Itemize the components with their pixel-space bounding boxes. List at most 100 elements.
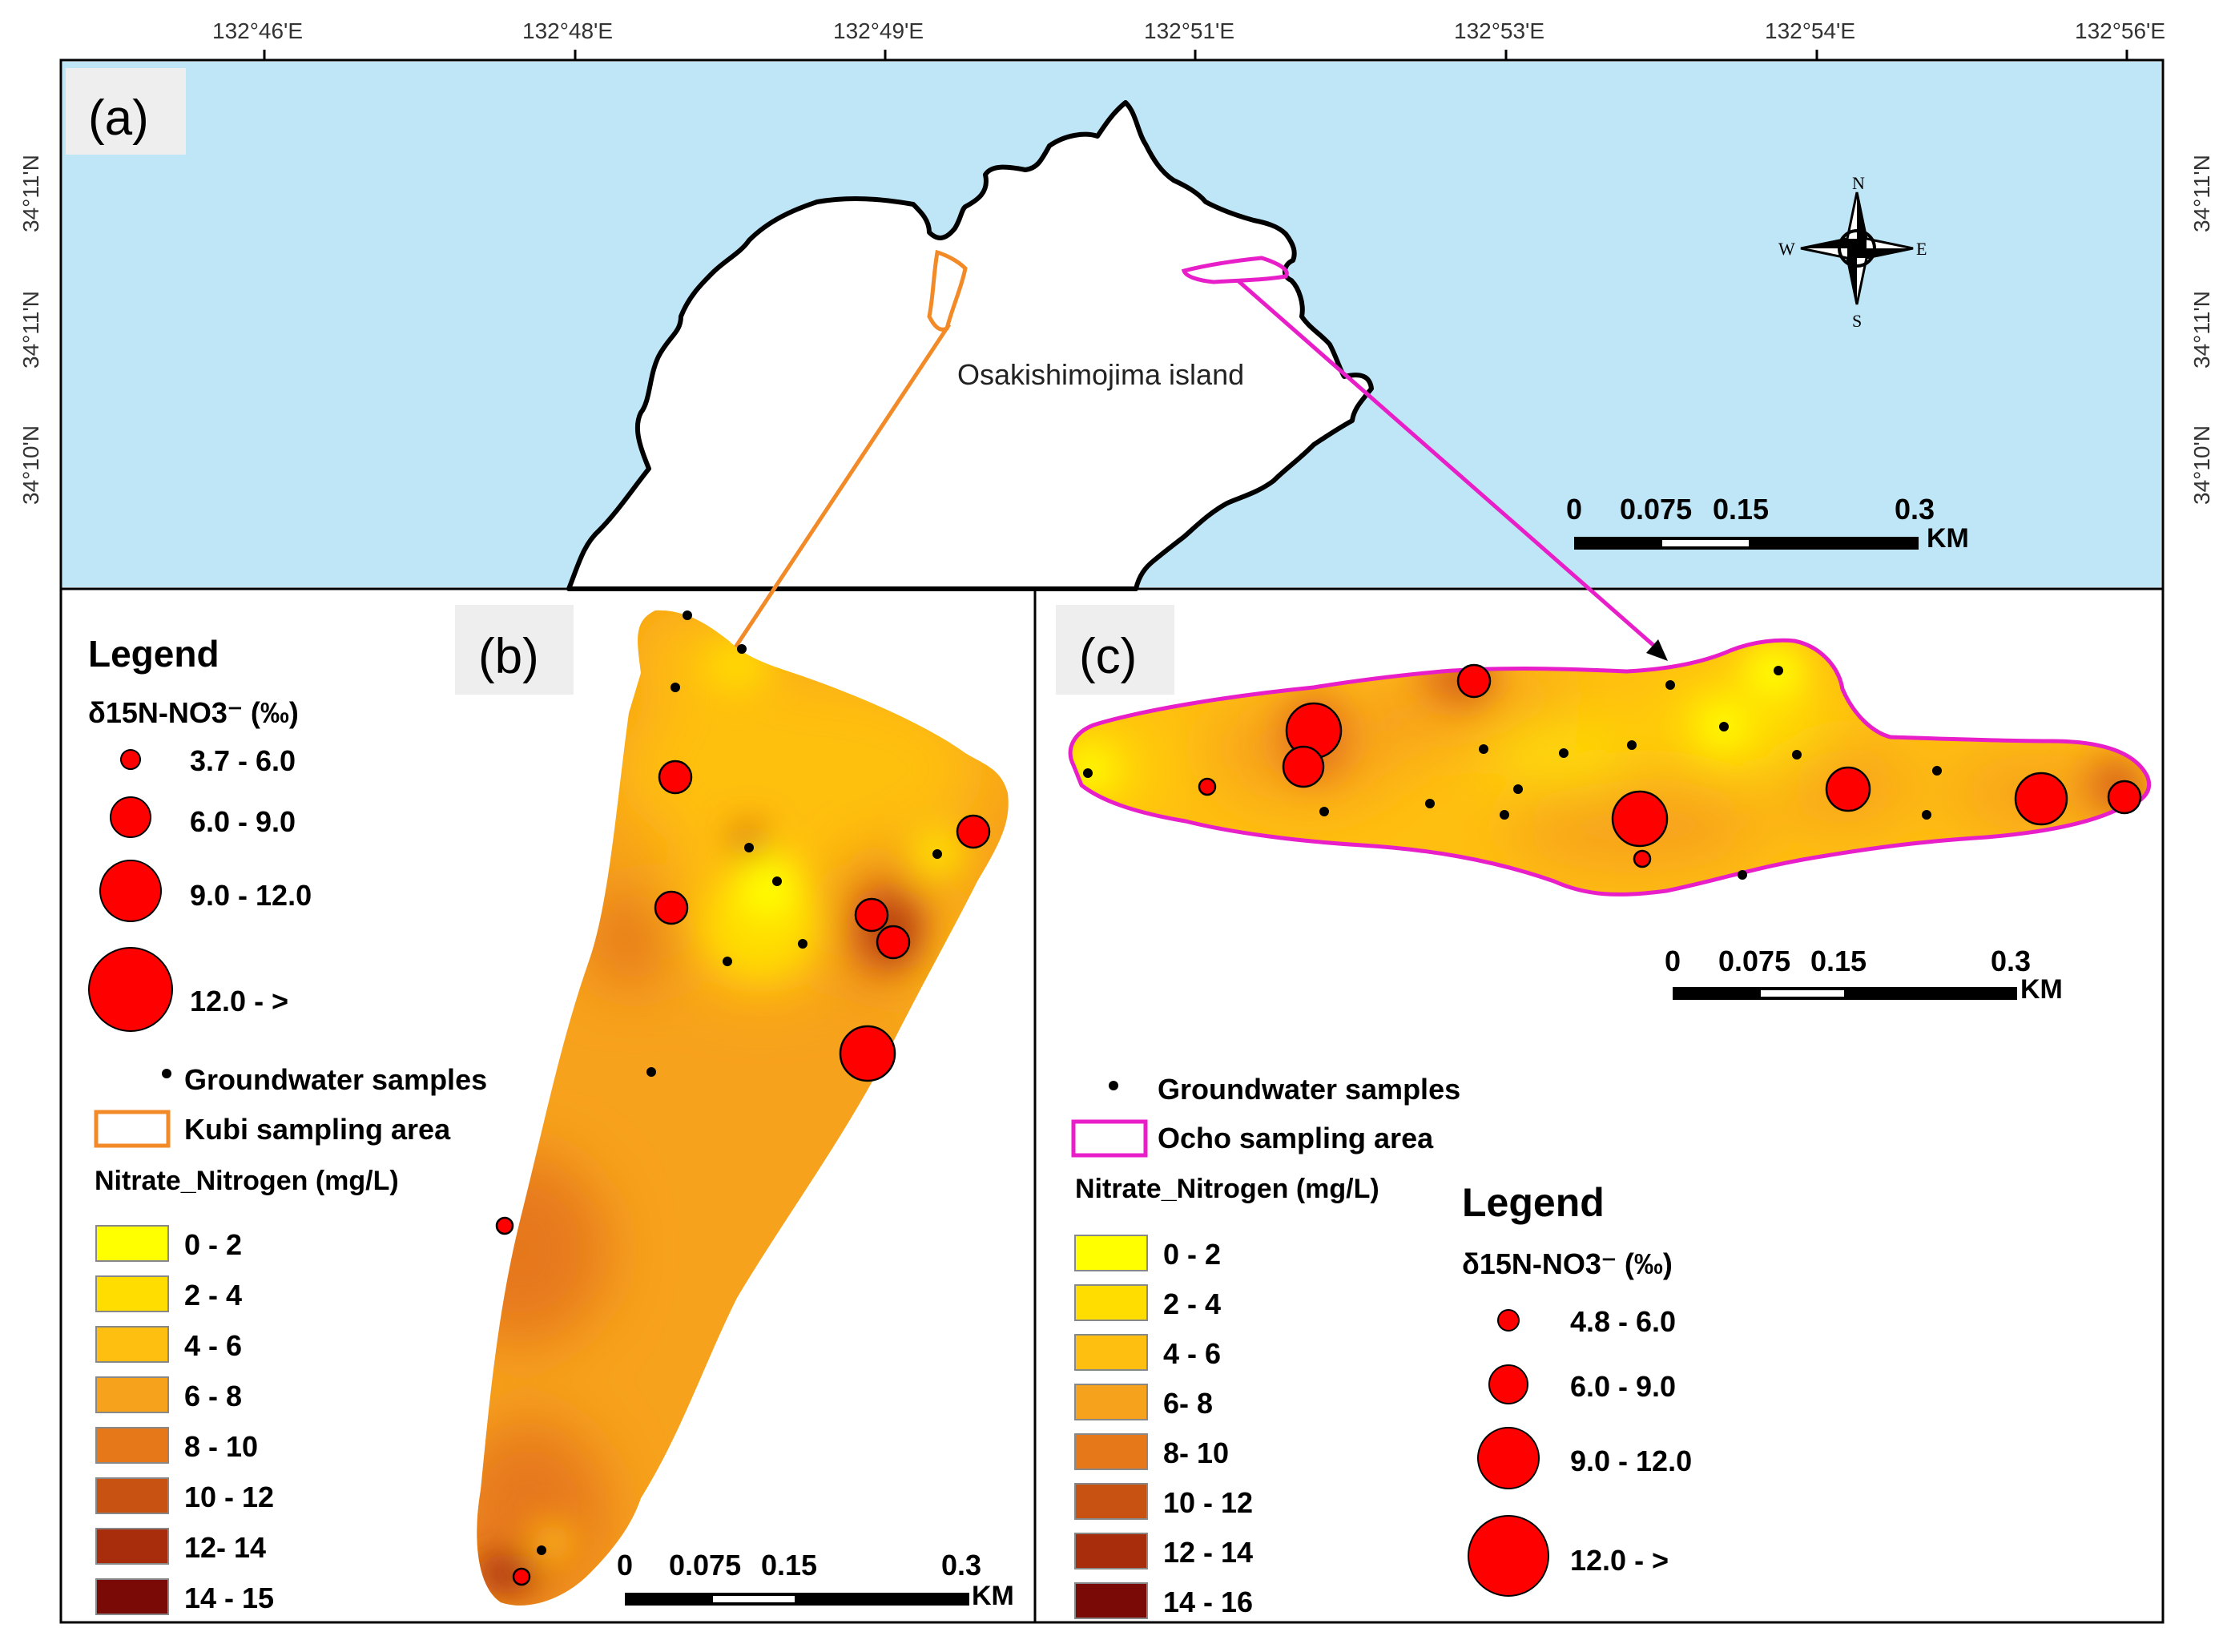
kubi-area-label: Kubi sampling area: [184, 1113, 451, 1146]
groundwater-sample-b-5: [772, 876, 782, 886]
d15n-site-c-7: [1825, 766, 1871, 812]
nitrate-class-c-swatch-5: [1074, 1433, 1148, 1470]
kubi-d15n-circles: [495, 760, 991, 1586]
scale-bar-a: 0 0.075 0.15 0.3 KM: [1566, 493, 1969, 554]
nitrate-class-c-label-8: 14 - 16: [1163, 1586, 1253, 1618]
north-arrow-icon: N S E W: [1778, 173, 1927, 331]
d15n-site-c-2: [1456, 663, 1492, 699]
svg-text:34°10'N: 34°10'N: [18, 425, 43, 505]
groundwater-sample-b-10: [537, 1545, 546, 1555]
d15n-site-b-8: [512, 1567, 531, 1586]
nitrate-class-b-label-3: 4 - 6: [184, 1329, 242, 1362]
d15n-site-c-6: [1633, 849, 1652, 868]
d15n-site-b-1: [658, 760, 693, 795]
nitrate-class-c-swatch-3: [1074, 1334, 1148, 1371]
d15n-site-c-9: [2107, 780, 2142, 815]
nitrate-class-b-label-1: 0 - 2: [184, 1228, 242, 1261]
ocho-connector-line: [1236, 279, 1664, 655]
nitrate-class-b-swatch-6: [95, 1477, 169, 1514]
nitrate-class-b-swatch-8: [95, 1578, 169, 1615]
svg-text:S: S: [1852, 311, 1862, 331]
svg-text:132°46'E: 132°46'E: [212, 18, 303, 43]
groundwater-sample-c-7: [1559, 748, 1569, 758]
d15n-symbol-b-1: [120, 749, 141, 770]
d15n-site-b-2: [654, 890, 689, 925]
nitrate-class-b-label-4: 6 - 8: [184, 1380, 242, 1412]
d15n-site-c-1: [1198, 777, 1217, 796]
right-axis-labels: 34°11'N 34°11'N 34°10'N: [2189, 155, 2214, 505]
groundwater-sample-b-9: [646, 1067, 656, 1077]
groundwater-sample-c-4: [1479, 744, 1488, 754]
ocho-d15n-circles: [1198, 663, 2142, 868]
d15n-site-b-6: [839, 1025, 896, 1082]
nitrate-class-b-swatch-7: [95, 1528, 169, 1565]
d15n-symbol-b-4: [88, 947, 173, 1032]
nitrate-title-c: Nitrate_Nitrogen (mg/L): [1075, 1174, 1379, 1204]
groundwater-sample-c-13: [1738, 870, 1747, 880]
panel-b-tag-bg: [455, 605, 574, 695]
groundwater-sample-c-10: [1719, 722, 1729, 731]
nitrate-class-b-label-8: 14 - 15: [184, 1581, 274, 1614]
kubi-area-symbol: [94, 1110, 171, 1148]
svg-text:0: 0: [617, 1549, 633, 1581]
d15n-class-c-2: 6.0 - 9.0: [1570, 1370, 1676, 1403]
panel-c-tag: (c): [1079, 629, 1137, 684]
osakishimojima-island: [566, 100, 1374, 591]
d15n-class-c-4: 12.0 - >: [1570, 1544, 1669, 1577]
nitrate-class-c-label-6: 10 - 12: [1163, 1486, 1253, 1519]
ocho-area-symbol: [1071, 1119, 1148, 1158]
d15n-class-b-2: 6.0 - 9.0: [190, 805, 296, 838]
d15n-class-c-3: 9.0 - 12.0: [1570, 1444, 1692, 1477]
nitrate-class-c-label-1: 0 - 2: [1163, 1238, 1221, 1271]
nitrate-class-c-swatch-4: [1074, 1384, 1148, 1420]
groundwater-sample-b-4: [744, 843, 754, 852]
panel-a-tag: (a): [88, 91, 149, 146]
groundwater-sample-c-14: [1922, 810, 1931, 820]
d15n-symbol-c-3: [1477, 1427, 1540, 1489]
d15n-site-b-4: [854, 897, 889, 933]
svg-text:0.075: 0.075: [1718, 945, 1790, 977]
nitrate-class-c-label-7: 12 - 14: [1163, 1536, 1253, 1569]
ocho-arrowhead: [1646, 639, 1668, 661]
top-axis-ticks: [263, 50, 2128, 60]
d15n-site-c-5: [1611, 790, 1669, 848]
d15n-class-b-4: 12.0 - >: [190, 985, 288, 1017]
panel-c-legend: Groundwater samples Ocho sampling area N…: [1071, 1073, 1692, 1619]
svg-text:0.15: 0.15: [1810, 945, 1867, 977]
nitrate-class-c-label-2: 2 - 4: [1163, 1287, 1221, 1320]
groundwater-sample-c-5: [1500, 810, 1509, 820]
island-label: Osakishimojima island: [957, 358, 1244, 391]
panel-c-tag-bg: [1056, 605, 1174, 695]
nitrate-class-c-swatch-6: [1074, 1483, 1148, 1520]
svg-text:132°49'E: 132°49'E: [833, 18, 924, 43]
svg-text:132°54'E: 132°54'E: [1765, 18, 1855, 43]
ocho-area-outline-small: [1181, 256, 1289, 284]
svg-text:0.075: 0.075: [1620, 493, 1692, 526]
groundwater-symbol-c: [1109, 1081, 1118, 1090]
legend-title-b: Legend: [88, 633, 219, 675]
d15n-site-b-7: [495, 1216, 514, 1235]
groundwater-sample-b-3: [671, 683, 680, 692]
nitrate-class-c-swatch-2: [1074, 1284, 1148, 1321]
d15n-symbol-c-1: [1497, 1309, 1520, 1332]
groundwater-sample-b-8: [932, 849, 942, 859]
groundwater-sample-b-1: [683, 610, 692, 620]
svg-text:132°48'E: 132°48'E: [522, 18, 613, 43]
panel-a-tag-bg: [66, 68, 186, 155]
groundwater-sample-c-11: [1774, 666, 1783, 675]
groundwater-label-c: Groundwater samples: [1158, 1073, 1460, 1106]
d15n-title-c: δ15N-NO3⁻ (‰): [1462, 1247, 1673, 1280]
scale-bar-b: 0 0.075 0.15 0.3 KM: [617, 1549, 1014, 1611]
svg-text:0.15: 0.15: [1713, 493, 1769, 526]
svg-text:E: E: [1916, 239, 1927, 259]
nitrate-class-b-label-6: 10 - 12: [184, 1481, 274, 1513]
panel-b-tag: (b): [478, 629, 539, 684]
d15n-site-b-5: [876, 925, 911, 960]
kubi-sample-points: [537, 610, 942, 1555]
svg-text:34°11'N: 34°11'N: [2189, 155, 2214, 232]
svg-text:34°10'N: 34°10'N: [2189, 425, 2214, 505]
nitrate-class-b-label-5: 8 - 10: [184, 1430, 258, 1463]
groundwater-sample-c-2: [1319, 807, 1329, 816]
nitrate-class-c-swatch-8: [1074, 1582, 1148, 1619]
svg-text:34°11'N: 34°11'N: [18, 155, 43, 232]
